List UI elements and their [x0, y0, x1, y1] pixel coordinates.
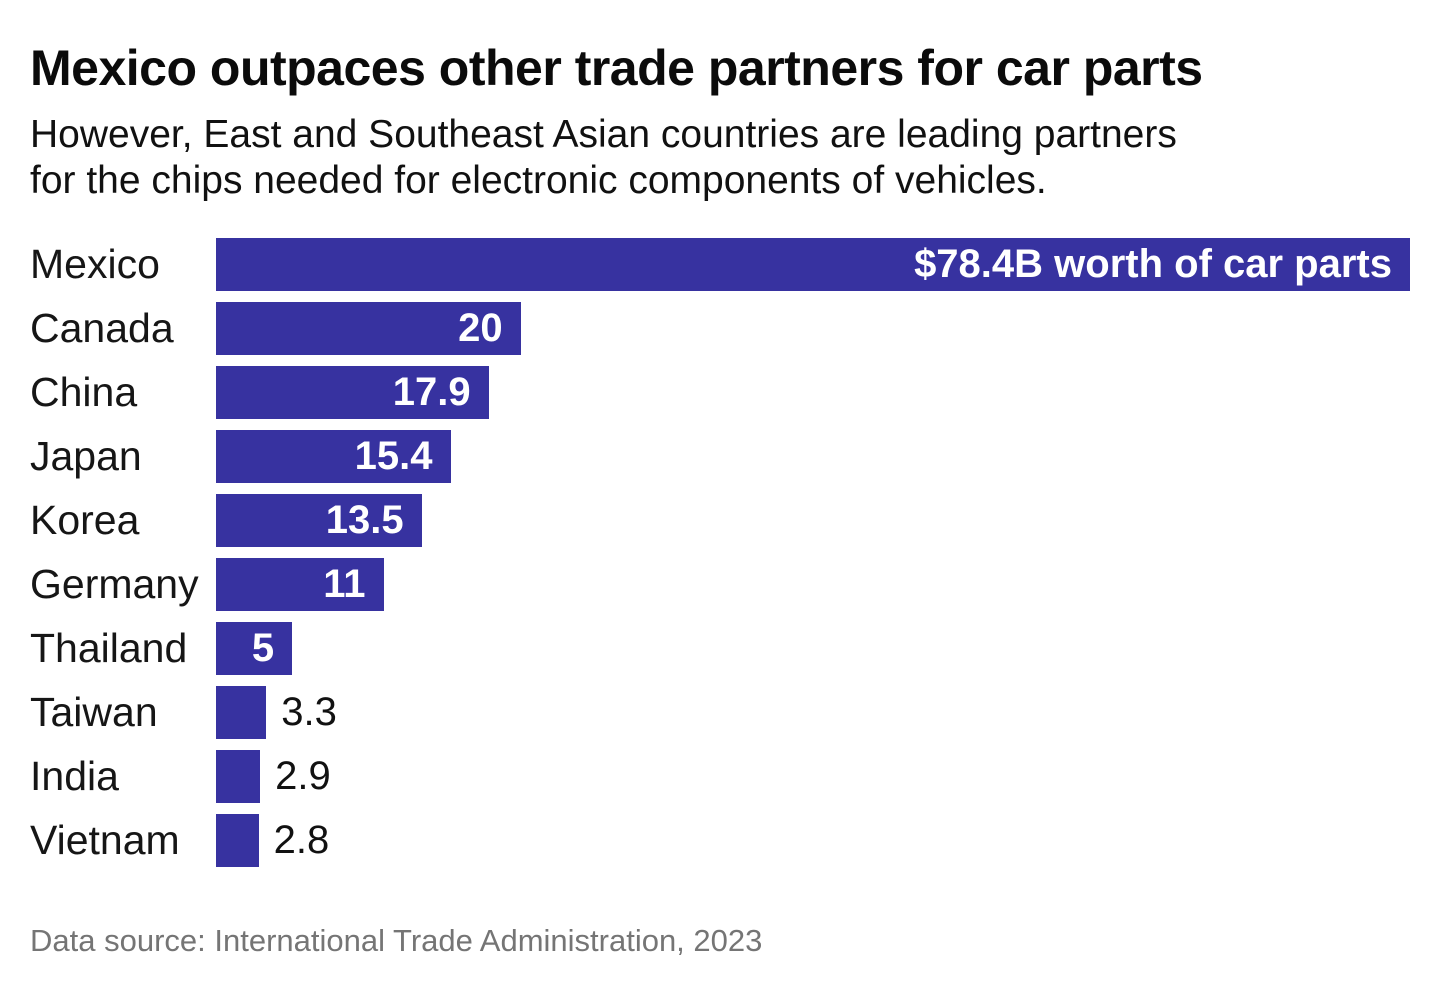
bar — [216, 686, 267, 740]
bar-track: 13.5 — [216, 494, 1410, 548]
category-label: Korea — [30, 497, 140, 544]
chart-row: Taiwan 3.3 — [30, 686, 1410, 740]
value-label: $78.4B worth of car parts — [914, 242, 1392, 287]
bar: $78.4B worth of car parts — [216, 238, 1410, 292]
chart-row: Japan 15.4 — [30, 430, 1410, 484]
chart-subtitle: However, East and Southeast Asian countr… — [30, 112, 1410, 204]
bar-track: 20 — [216, 302, 1410, 356]
chart-row: Germany 11 — [30, 558, 1410, 612]
chart-row: Canada 20 — [30, 302, 1410, 356]
category-label: Japan — [30, 433, 142, 480]
bar-track: 3.3 — [216, 686, 1410, 740]
bar-track: 2.9 — [216, 750, 1410, 804]
bar: 20 — [216, 302, 521, 356]
category-label: Mexico — [30, 241, 160, 288]
bar-track: 2.8 — [216, 814, 1410, 868]
bar — [216, 814, 259, 868]
category-label: Thailand — [30, 625, 188, 672]
value-label: 2.9 — [275, 754, 331, 799]
subtitle-line-2: for the chips needed for electronic comp… — [30, 159, 1047, 203]
chart-row: Mexico $78.4B worth of car parts — [30, 238, 1410, 292]
bar-track: 11 — [216, 558, 1410, 612]
bar: 5 — [216, 622, 293, 676]
chart-row: India 2.9 — [30, 750, 1410, 804]
category-label: Germany — [30, 561, 199, 608]
value-label: 11 — [323, 562, 366, 607]
value-label: 13.5 — [325, 498, 404, 543]
bar-track: 5 — [216, 622, 1410, 676]
category-label: Vietnam — [30, 817, 180, 864]
value-label: 17.9 — [392, 370, 471, 415]
subtitle-line-1: However, East and Southeast Asian countr… — [30, 113, 1177, 156]
value-label: 15.4 — [354, 434, 433, 479]
value-label: 5 — [251, 626, 275, 671]
bar — [216, 750, 261, 804]
bar-track: $78.4B worth of car parts — [216, 238, 1410, 292]
bar-chart: Mexico $78.4B worth of car parts Canada 20 C… — [30, 238, 1410, 868]
category-label: Canada — [30, 305, 174, 352]
value-label: 3.3 — [281, 690, 337, 735]
category-label: China — [30, 369, 138, 416]
category-label: Taiwan — [30, 689, 158, 736]
bar-track: 17.9 — [216, 366, 1410, 420]
category-label: India — [30, 753, 119, 800]
bar: 15.4 — [216, 430, 451, 484]
chart-row: China 17.9 — [30, 366, 1410, 420]
bar: 17.9 — [216, 366, 489, 420]
chart-row: Thailand 5 — [30, 622, 1410, 676]
value-label: 2.8 — [273, 818, 330, 863]
bar: 13.5 — [216, 494, 422, 548]
chart-row: Vietnam 2.8 — [30, 814, 1410, 868]
page-title: Mexico outpaces other trade partners for… — [30, 40, 1203, 96]
bar: 11 — [216, 558, 384, 612]
value-label: 20 — [458, 306, 503, 351]
bar-track: 15.4 — [216, 430, 1410, 484]
data-source: Data source: International Trade Adminis… — [30, 923, 763, 959]
chart-row: Korea 13.5 — [30, 494, 1410, 548]
